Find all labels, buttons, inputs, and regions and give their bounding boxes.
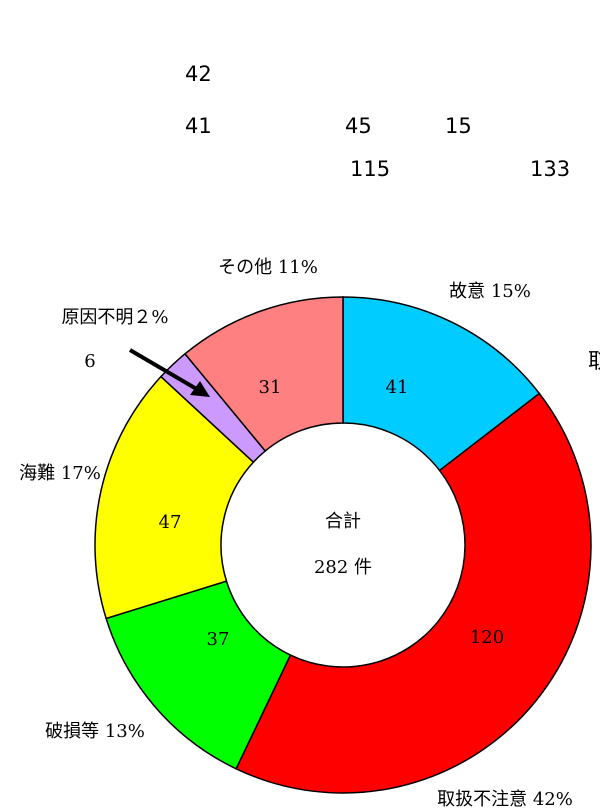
- category-label: 破損等 13%: [45, 721, 145, 742]
- value-label: 31: [259, 377, 282, 398]
- category-label: 故意 15%: [449, 281, 531, 302]
- category-label: その他 11%: [218, 257, 318, 278]
- center-label: 282 件: [314, 557, 372, 578]
- annotation: 133: [530, 157, 570, 181]
- slice: [105, 580, 292, 770]
- value-label: 47: [159, 512, 182, 533]
- value-label: 41: [386, 377, 409, 398]
- annotation: 115: [350, 157, 390, 181]
- center-label: 合計: [325, 511, 361, 532]
- arrow-head: [190, 381, 210, 397]
- slice: [342, 296, 541, 472]
- category-label: 原因不明２%: [61, 307, 168, 328]
- value-label: 6: [84, 351, 95, 372]
- value-label: 37: [207, 629, 230, 650]
- annotation: 45: [345, 114, 372, 138]
- annotation: 42: [185, 62, 212, 86]
- annotation: 41: [185, 114, 212, 138]
- category-label: 海難 17%: [19, 463, 101, 484]
- category-label: 取扱不注意 42%: [437, 789, 573, 810]
- slice: [94, 375, 255, 620]
- annotation: 取: [588, 349, 600, 373]
- slice: [183, 296, 344, 453]
- annotation: 15: [445, 114, 472, 138]
- slice: [235, 392, 592, 794]
- value-label: 120: [470, 627, 504, 648]
- arrow: [128, 348, 202, 393]
